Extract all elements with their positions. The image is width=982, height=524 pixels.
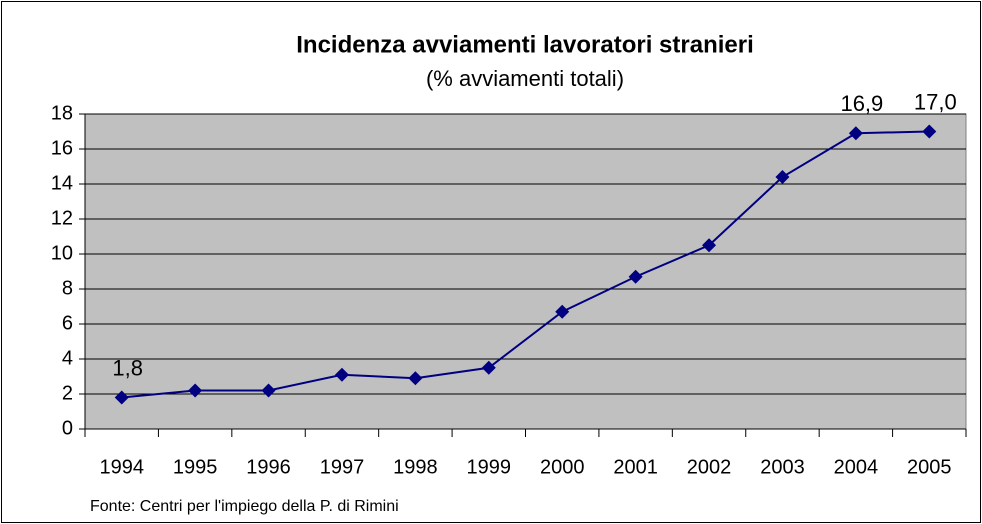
marker [775,170,790,184]
x-tick-label: 1996 [246,456,291,478]
x-tick-label: 2001 [613,456,658,478]
x-tick-label: 2000 [540,456,585,478]
marker [481,360,496,375]
x-tick-label: 2004 [834,456,879,478]
marker [848,126,863,141]
data-label: 16,9 [840,91,883,116]
y-tick-label: 4 [62,347,73,369]
plot-area [84,113,967,430]
marker [555,304,570,319]
y-tick-label: 16 [51,137,73,159]
marker [188,383,203,398]
marker [334,367,349,382]
x-tick-label: 2003 [760,456,805,478]
x-tick-label: 1999 [467,456,512,478]
marker [114,390,129,405]
x-tick-label: 2005 [907,456,952,478]
y-tick-label: 18 [51,102,73,124]
y-tick-label: 0 [62,417,73,439]
x-tick-label: 1997 [320,456,365,478]
marker [922,124,937,139]
y-tick-label: 6 [62,312,73,334]
line [121,130,930,399]
y-tick-label: 12 [51,207,73,229]
x-tick-label: 1998 [393,456,438,478]
y-tick-label: 8 [62,277,73,299]
x-tick-label: 1994 [99,456,144,478]
y-tick-label: 10 [51,242,73,264]
marker [408,371,423,386]
y-tick-label: 2 [62,382,73,404]
chart-title: Incidenza avviamenti lavoratori stranier… [296,31,754,58]
marker [628,269,643,284]
y-tick-label: 14 [51,172,73,194]
marker [261,383,276,398]
marker [702,238,717,253]
data-label: 17,0 [914,89,957,114]
x-tick-label: 1995 [173,456,218,478]
x-tick-label: 2002 [687,456,732,478]
source-note: Fonte: Centri per l'impiego della P. di … [90,498,399,515]
data-label: 1,8 [112,355,143,380]
chart-subtitle: (% avviamenti totali) [426,66,624,91]
